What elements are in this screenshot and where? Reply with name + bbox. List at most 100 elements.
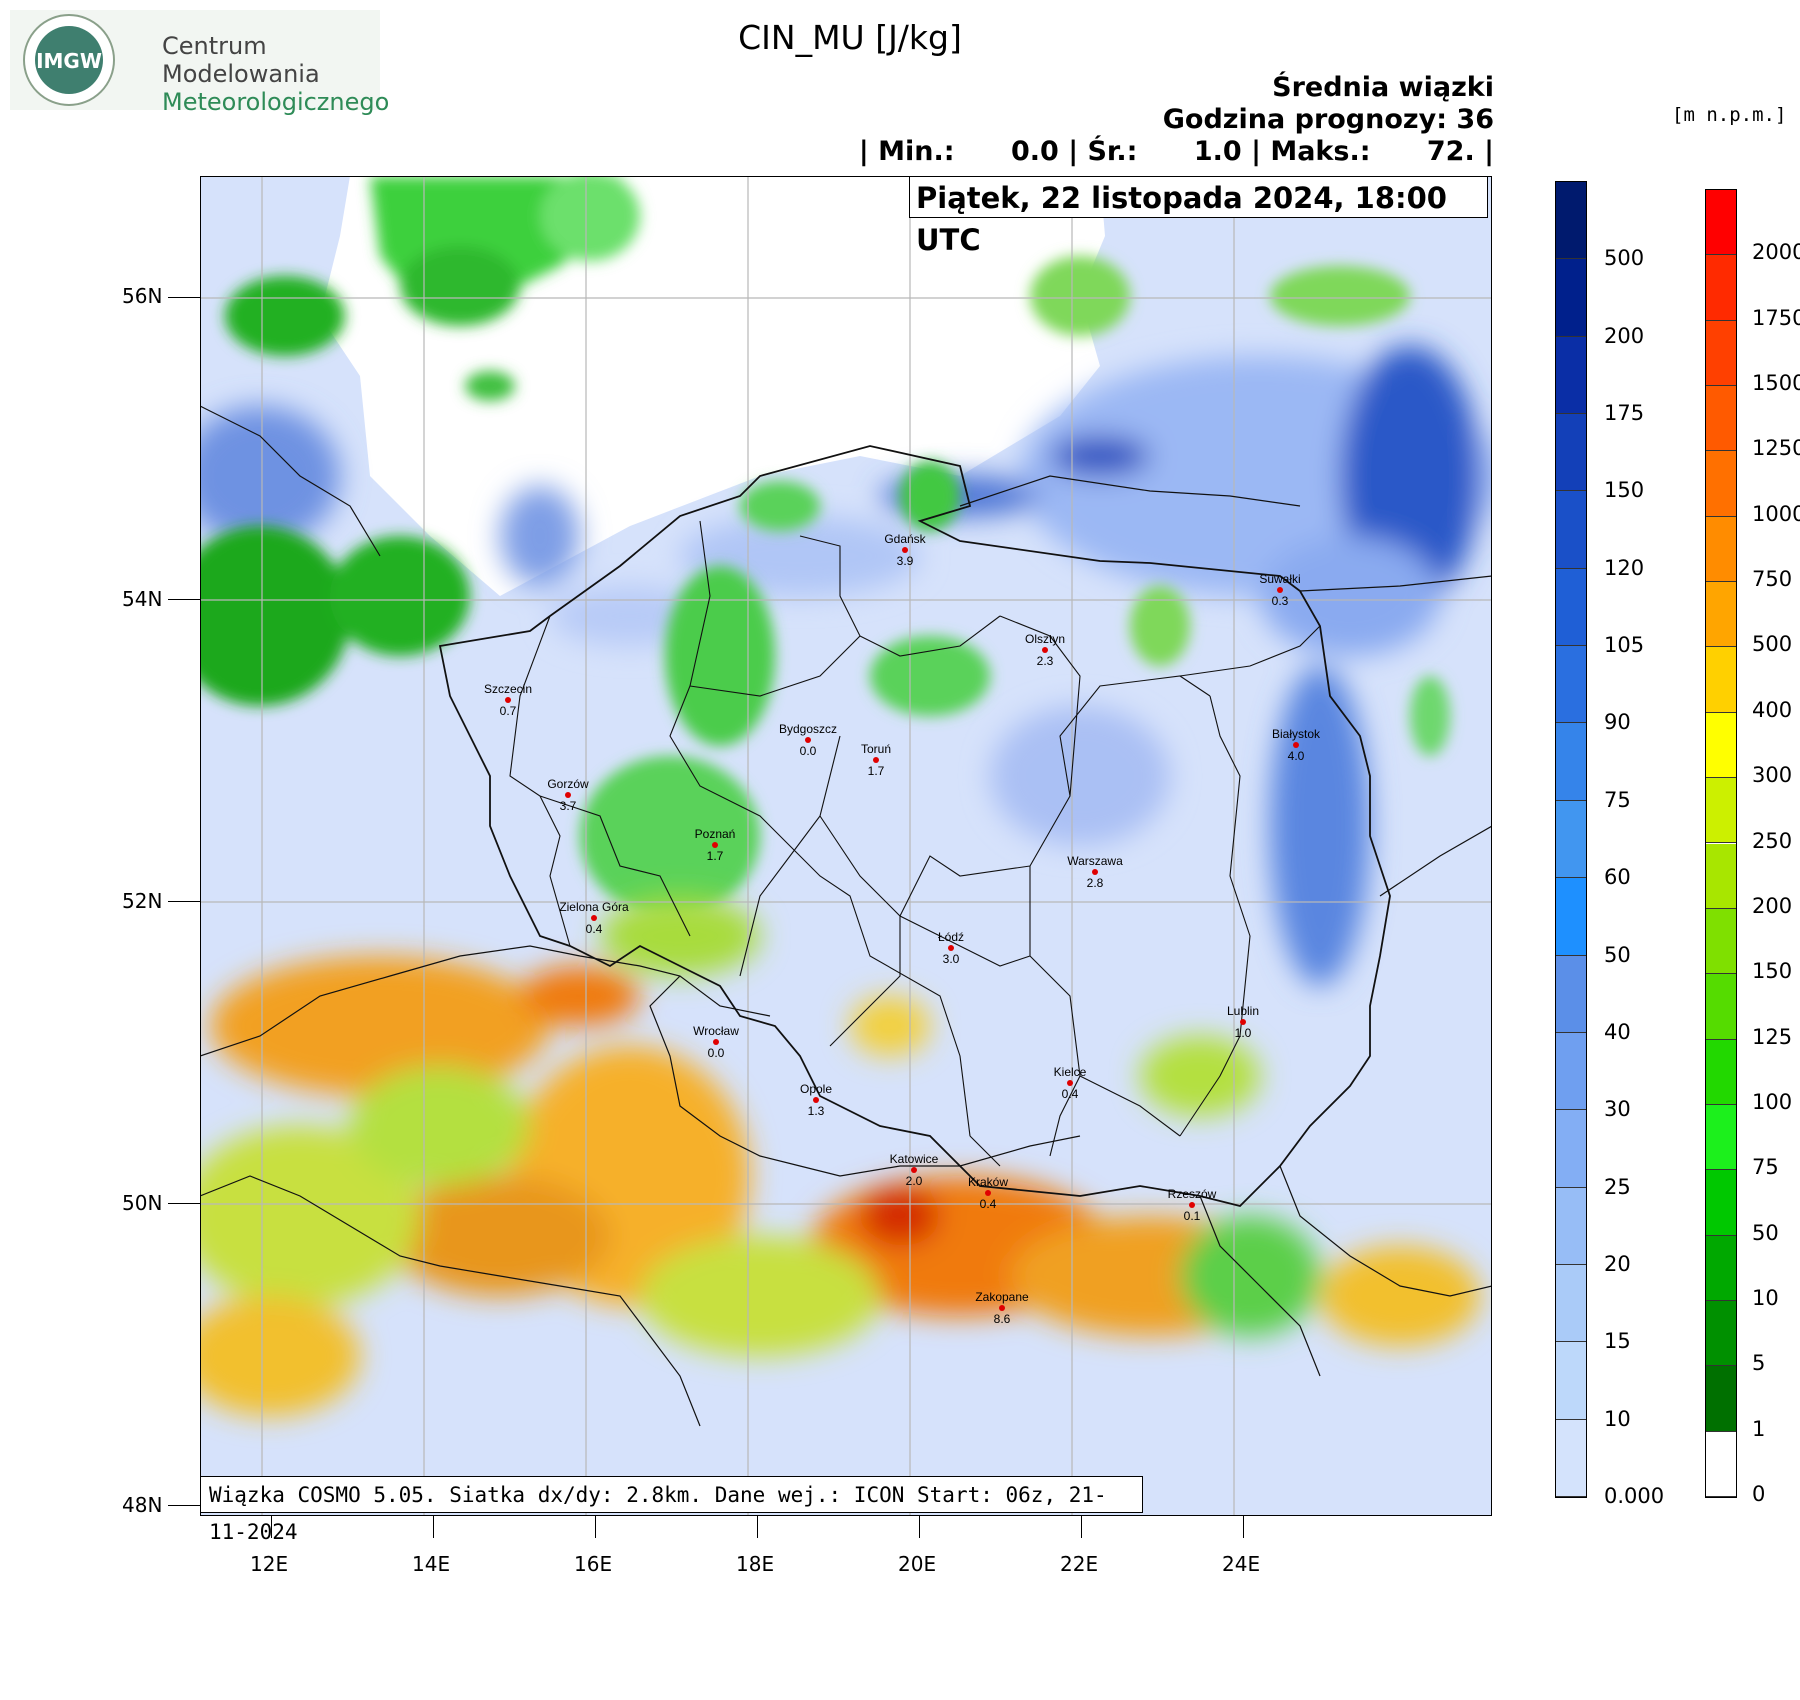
city-name: Kielce <box>1053 1065 1087 1079</box>
city-dot <box>1277 587 1283 593</box>
colorbar-label: 1250 <box>1752 436 1800 461</box>
city-value: 1.0 <box>1234 1026 1252 1040</box>
city-name: Opole <box>799 1082 833 1096</box>
lat-label-56: 56N <box>122 284 163 308</box>
city-name: Wrocław <box>693 1024 739 1038</box>
colorbar-segment <box>1556 259 1586 337</box>
colorbar-label: 90 <box>1604 710 1631 735</box>
colorbar-segment <box>1556 414 1586 492</box>
city-value: 0.1 <box>1183 1209 1201 1223</box>
city-value: 0.0 <box>799 744 817 758</box>
city-value: 1.3 <box>807 1104 825 1118</box>
colorbar-segment <box>1706 451 1736 517</box>
colorbar-label: 1750 <box>1752 305 1800 330</box>
logo-line-1: Centrum <box>162 32 267 60</box>
colorbar-segment <box>1556 568 1586 647</box>
colorbar-label: 200 <box>1604 323 1645 348</box>
city-name: Lublin <box>1226 1004 1260 1018</box>
borders <box>200 405 1492 1427</box>
forecast-map <box>200 176 1492 1516</box>
colorbar-label: 15 <box>1604 1329 1631 1354</box>
colorbar-segment <box>1706 778 1736 844</box>
city-dot <box>911 1167 917 1173</box>
voivodeship-lines <box>509 520 1321 1167</box>
lon-label-14: 14E <box>412 1552 451 1576</box>
colorbar-segment <box>1556 1032 1586 1111</box>
colorbar-segment <box>1706 1170 1736 1236</box>
colorbar-label: 50 <box>1604 942 1631 967</box>
cin-colorbar <box>1555 181 1587 1498</box>
city-name: Łódź <box>937 930 965 944</box>
city-dot <box>505 697 511 703</box>
colorbar-segment <box>1706 1431 1736 1497</box>
lat-label-54: 54N <box>122 587 163 611</box>
colorbar-segment <box>1706 386 1736 452</box>
colorbar-segment <box>1556 955 1586 1033</box>
colorbar-segment <box>1556 1342 1586 1420</box>
city-name: Bydgoszcz <box>778 722 838 736</box>
colorbar-label: 200 <box>1752 893 1793 918</box>
city-dot <box>713 1039 719 1045</box>
lat-label-48: 48N <box>122 1493 163 1517</box>
colorbar-label: 75 <box>1604 787 1631 812</box>
city-dot <box>999 1305 1005 1311</box>
city-name: Katowice <box>889 1152 939 1166</box>
colorbar-segment <box>1556 1187 1586 1265</box>
colorbar-label: 120 <box>1604 555 1645 580</box>
colorbar-label: 500 <box>1604 246 1645 271</box>
city-value: 3.9 <box>896 554 914 568</box>
colorbar-label: 125 <box>1752 1024 1793 1049</box>
city-value: 4.0 <box>1287 749 1305 763</box>
city-dot <box>873 757 879 763</box>
colorbar-segment <box>1556 1110 1586 1188</box>
city-name: Białystok <box>1271 727 1321 741</box>
colorbar-label: 10 <box>1604 1406 1631 1431</box>
city-dot <box>591 915 597 921</box>
colorbar-label: 25 <box>1604 1174 1631 1199</box>
foreign-borders <box>200 405 1492 1427</box>
city-dot <box>1092 869 1098 875</box>
city-dot <box>712 842 718 848</box>
colorbar-segment <box>1706 190 1736 256</box>
colorbar-label: 175 <box>1604 401 1645 426</box>
lat-label-52: 52N <box>122 889 163 913</box>
colorbar-segment <box>1556 491 1586 569</box>
city-dot <box>985 1190 991 1196</box>
city-value: 2.3 <box>1036 654 1054 668</box>
colorbar-label: 2000 <box>1752 240 1800 265</box>
colorbar-segment <box>1556 646 1586 724</box>
colorbar-segment <box>1706 255 1736 321</box>
city-value: 0.7 <box>499 704 517 718</box>
elevation-unit-label: [m n.p.m.] <box>1672 104 1787 126</box>
city-value: 1.7 <box>867 764 885 778</box>
colorbar-segment <box>1706 516 1736 583</box>
colorbar-label: 1000 <box>1752 501 1800 526</box>
logo-line-3: Meteorologicznego <box>162 88 390 116</box>
city-dot <box>902 547 908 553</box>
colorbar-label: 5 <box>1752 1351 1766 1376</box>
logo-text: Centrum Modelowania Meteorologicznego <box>162 32 389 116</box>
colorbar-label: 400 <box>1752 697 1793 722</box>
colorbar-segment <box>1556 336 1586 415</box>
lon-label-20: 20E <box>898 1552 937 1576</box>
city-name: Kraków <box>967 1175 1008 1189</box>
colorbar-label: 250 <box>1752 828 1793 853</box>
city-dot <box>1189 1202 1195 1208</box>
forecast-date: Piątek, 22 listopada 2024, 18:00 UTC <box>909 176 1488 257</box>
colorbar-label: 750 <box>1752 567 1793 592</box>
colorbar-segment <box>1706 1039 1736 1105</box>
city-dot <box>565 792 571 798</box>
colorbar-label: 150 <box>1752 959 1793 984</box>
colorbar-label: 1500 <box>1752 371 1800 396</box>
colorbar-segment <box>1706 1104 1736 1171</box>
colorbar-label: 105 <box>1604 633 1645 658</box>
city-name: Gdańsk <box>884 532 926 546</box>
colorbar-label: 30 <box>1604 1097 1631 1122</box>
colorbar-label: 1 <box>1752 1416 1766 1441</box>
colorbar-segment <box>1706 712 1736 779</box>
colorbar-segment <box>1706 582 1736 648</box>
colorbar-label: 10 <box>1752 1285 1779 1310</box>
colorbar-segment <box>1706 843 1736 909</box>
colorbar-segment <box>1706 908 1736 975</box>
city-name: Toruń <box>860 742 892 756</box>
